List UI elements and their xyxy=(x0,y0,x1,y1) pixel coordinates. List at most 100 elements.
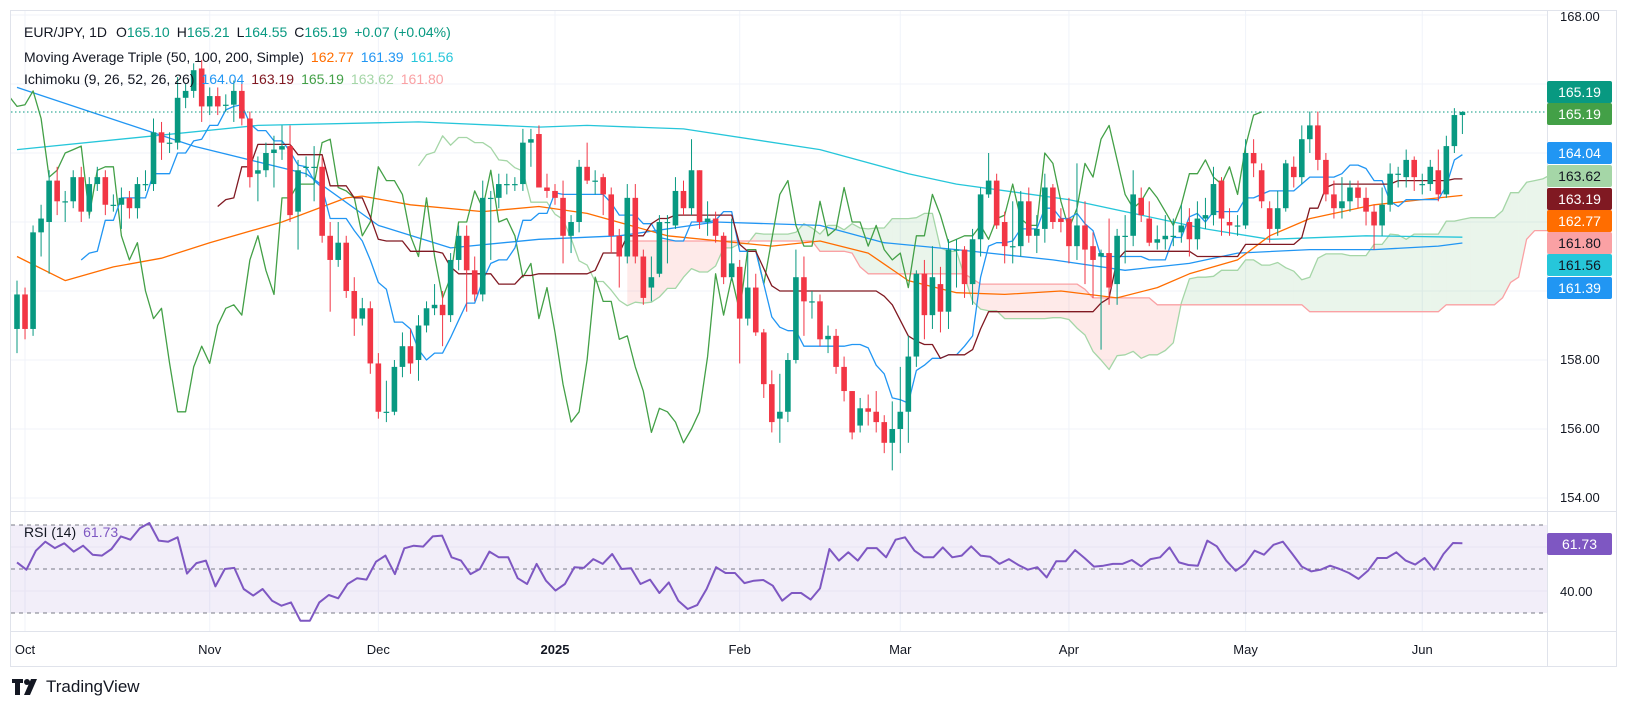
candle-body xyxy=(881,422,888,443)
ichimoku-cloud-segment xyxy=(1462,217,1471,305)
price-label-box: 165.19 xyxy=(1547,103,1612,125)
high-label: H xyxy=(176,24,187,40)
candle-body xyxy=(929,277,936,316)
ichimoku-cloud-segment xyxy=(1486,217,1495,305)
candle xyxy=(696,170,703,229)
price-pane[interactable] xyxy=(0,59,1630,471)
rsi-legend[interactable]: RSI (14) 61.73 xyxy=(24,524,125,540)
ichimoku-title: Ichimoku (9, 26, 52, 26, 26) xyxy=(24,71,195,87)
candle-body xyxy=(1001,222,1008,247)
candle xyxy=(953,239,960,288)
candle-body xyxy=(391,366,398,412)
ichimoku-cloud-segment xyxy=(1438,221,1447,312)
ma200-line xyxy=(16,121,1463,240)
candle xyxy=(375,353,382,419)
candle-body xyxy=(263,153,269,171)
ichimoku-cloud-segment xyxy=(1398,234,1407,312)
price-label-box: 163.19 xyxy=(1547,188,1612,210)
tradingview-logo[interactable]: TradingView xyxy=(12,677,140,697)
ichimoku-cloud-segment xyxy=(1261,265,1270,305)
candle-body xyxy=(817,301,823,340)
candle-body xyxy=(1226,222,1233,226)
ichimoku-cloud-segment xyxy=(1510,192,1519,283)
ichimoku-cloud-segment xyxy=(924,213,933,274)
symbol-title[interactable]: EUR/JPY, 1D xyxy=(24,24,107,40)
candle xyxy=(608,187,615,254)
candle xyxy=(1250,139,1257,178)
ichimoku-cloud-segment xyxy=(1422,234,1431,312)
candle xyxy=(1234,215,1241,236)
candle xyxy=(1299,125,1305,185)
candle xyxy=(46,170,52,274)
candle xyxy=(271,135,277,188)
candle-body xyxy=(86,184,93,212)
ichimoku-cloud-segment xyxy=(1068,284,1077,329)
candle xyxy=(279,125,285,160)
ma-legend[interactable]: Moving Average Triple (50, 100, 200, Sim… xyxy=(24,49,460,65)
candle-body xyxy=(1266,208,1273,229)
candle-body xyxy=(752,287,759,333)
candle xyxy=(1266,201,1273,243)
candle xyxy=(600,173,606,216)
ichimoku-cloud-segment xyxy=(884,218,893,274)
candle-body xyxy=(793,277,799,360)
ichimoku-legend[interactable]: Ichimoku (9, 26, 52, 26, 26) 164.04 163.19… xyxy=(24,71,451,87)
candle-body xyxy=(1307,125,1313,140)
price-label-box: 161.80 xyxy=(1547,232,1612,254)
ichimoku-cloud-segment xyxy=(763,234,772,241)
time-tick-label: Jun xyxy=(1411,642,1433,657)
candle xyxy=(592,170,598,195)
candle-body xyxy=(616,235,623,257)
ichimoku-cloud-segment xyxy=(779,234,788,241)
candle-body xyxy=(1154,239,1161,243)
ichimoku-cloud-segment xyxy=(707,240,716,273)
candle-body xyxy=(504,184,510,186)
candle-body xyxy=(969,239,976,285)
ichimoku-cloud-segment xyxy=(1076,284,1085,335)
ma100-value: 161.39 xyxy=(360,49,404,65)
candle-body xyxy=(1323,159,1329,195)
candle-body xyxy=(455,235,462,260)
ichimoku-cloud-segment xyxy=(699,240,708,273)
candle xyxy=(367,301,374,374)
candle xyxy=(801,256,807,336)
candle xyxy=(1435,149,1442,202)
ichimoku-cloud-segment xyxy=(803,223,812,241)
candle xyxy=(881,415,888,454)
ichimoku-cloud-segment xyxy=(844,223,853,254)
candle xyxy=(206,87,213,116)
ichimoku-cloud-segment xyxy=(1358,255,1367,312)
candle xyxy=(1411,156,1418,191)
candle-body xyxy=(849,391,855,433)
candle-body xyxy=(1210,184,1217,216)
candle-body xyxy=(1098,253,1104,257)
candle xyxy=(1355,180,1361,209)
candle xyxy=(343,235,350,298)
candle-body xyxy=(1042,187,1048,229)
candle-body xyxy=(1459,111,1466,116)
candle-body xyxy=(1347,187,1353,202)
candle-body xyxy=(648,277,655,288)
candle xyxy=(1034,215,1040,254)
candle xyxy=(1339,177,1345,219)
candle xyxy=(744,249,751,326)
candle xyxy=(54,166,60,216)
ichimoku-cloud-segment xyxy=(1101,297,1110,370)
candle-body xyxy=(528,139,534,143)
candle xyxy=(1347,180,1353,212)
candle xyxy=(150,118,157,191)
ichimoku-cloud-segment xyxy=(892,218,901,274)
ichimoku-cloud-segment xyxy=(1028,284,1037,319)
candle-body xyxy=(1146,218,1153,243)
close-label: C xyxy=(294,24,305,40)
rsi-pane[interactable] xyxy=(11,522,1547,622)
ma-title: Moving Average Triple (50, 100, 200, Sim… xyxy=(24,49,304,65)
candle xyxy=(1419,173,1426,195)
candle xyxy=(929,246,936,329)
candle xyxy=(873,391,880,433)
rsi-price-box: 61.73 xyxy=(1547,533,1612,555)
ichimoku-cloud-segment xyxy=(755,233,764,241)
ma50-value: 162.77 xyxy=(310,49,354,65)
candle-body xyxy=(905,356,912,412)
